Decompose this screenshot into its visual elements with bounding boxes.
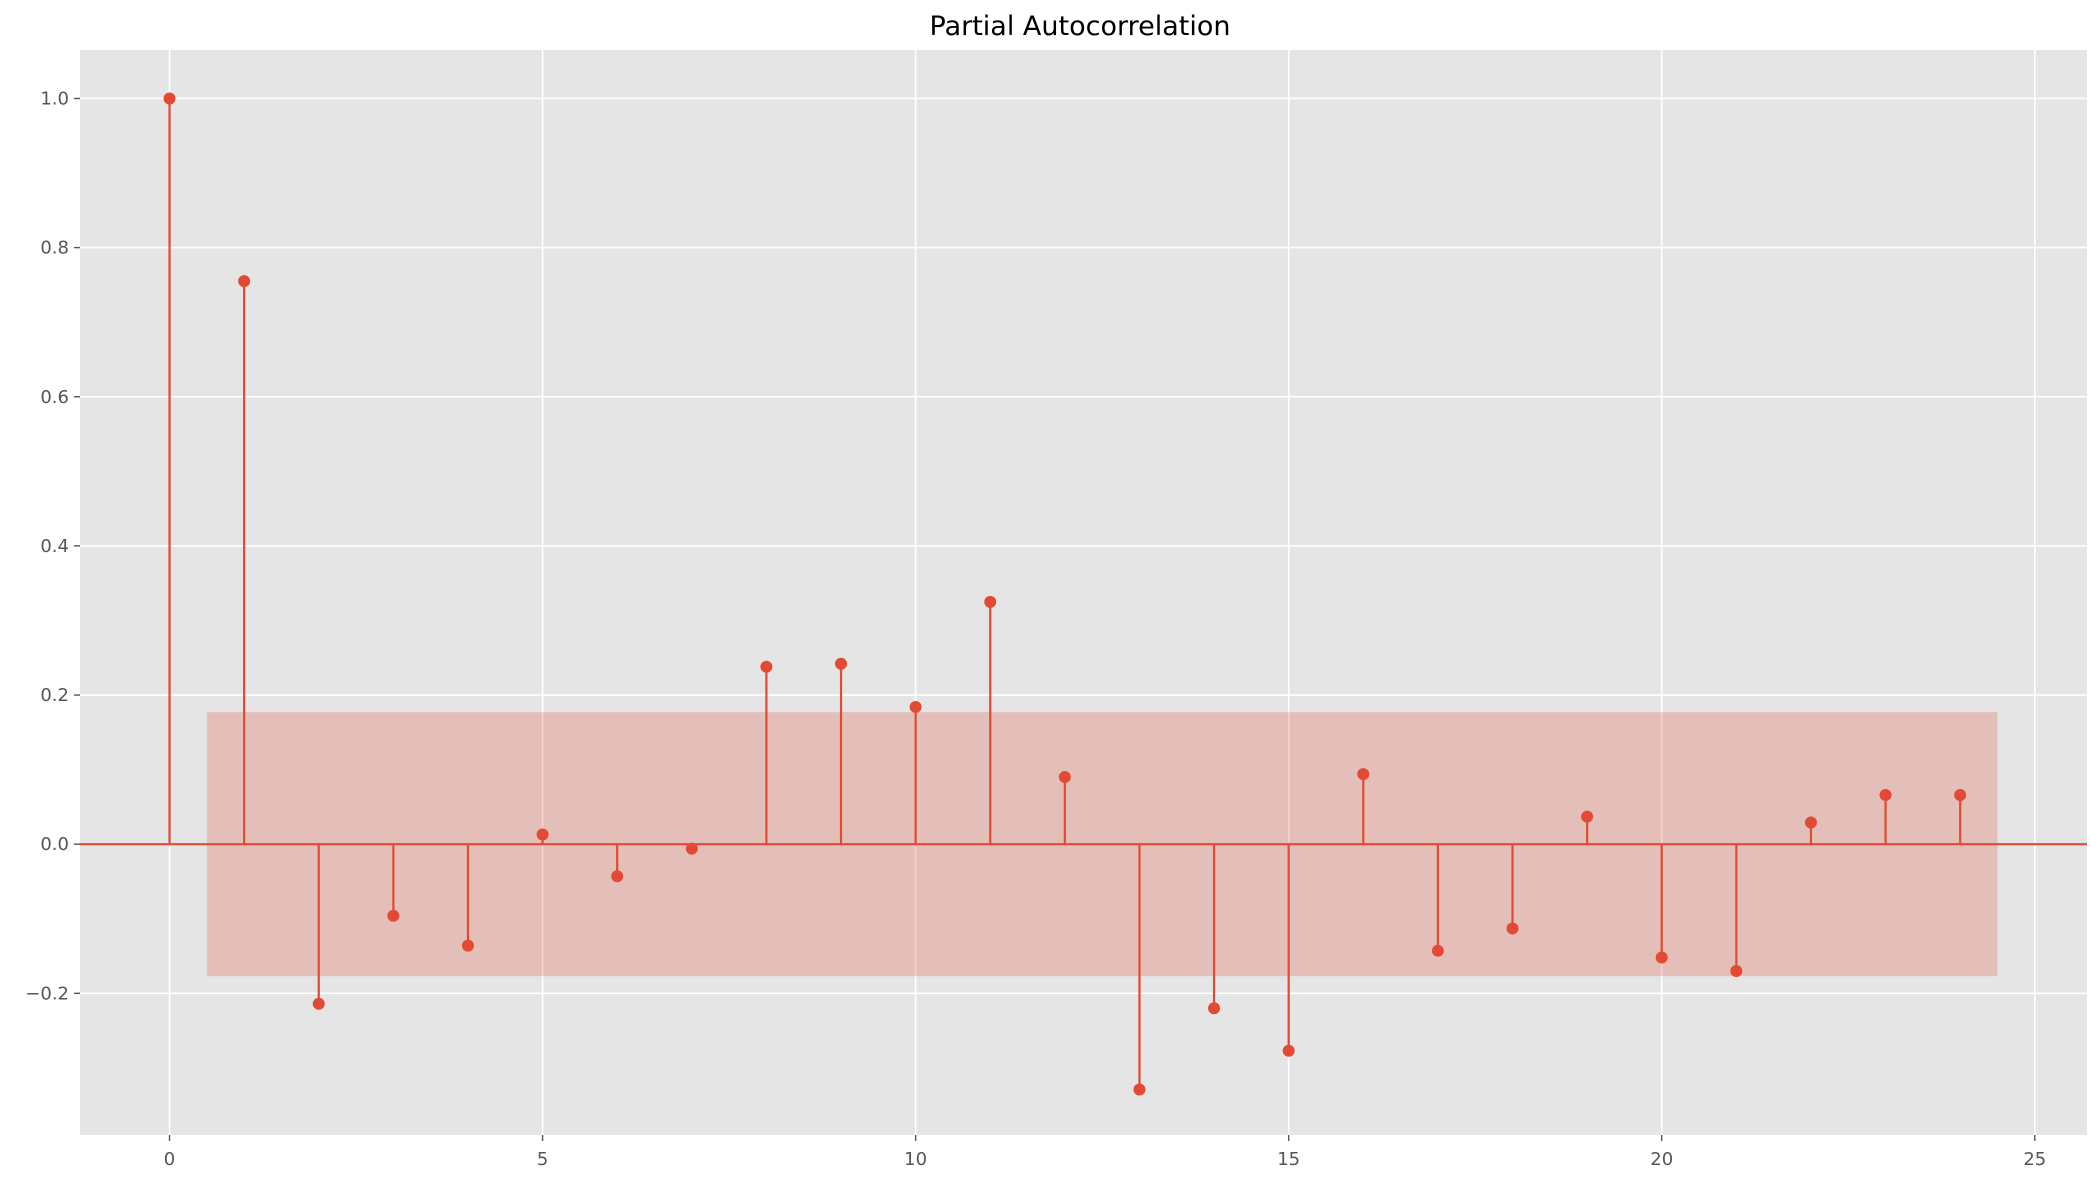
stem-marker (1208, 1002, 1221, 1015)
x-tick-label: 10 (904, 1149, 927, 1170)
y-tick-label: 0.8 (40, 238, 69, 259)
stem-marker (461, 939, 474, 952)
stem-marker (1581, 810, 1594, 823)
stem-marker (1730, 964, 1743, 977)
stem-marker (835, 657, 848, 670)
stem-marker (163, 92, 176, 105)
y-axis-ticks: −0.2 0.0 0.2 0.4 0.6 0.8 1.0 (25, 88, 80, 1004)
stem-marker (1954, 788, 1967, 801)
stem-marker (1804, 816, 1817, 829)
stem-marker (611, 870, 624, 883)
plot-background (80, 50, 2087, 1135)
stem-marker (312, 997, 325, 1010)
stem-marker (1357, 768, 1370, 781)
stem-marker (1431, 944, 1444, 957)
chart-title: Partial Autocorrelation (930, 11, 1231, 42)
stems (168, 98, 1962, 1090)
y-tick-label: −0.2 (25, 983, 69, 1004)
stem-marker (984, 595, 997, 608)
stem-marker (1282, 1044, 1295, 1057)
stem-marker (685, 842, 698, 855)
x-tick-label: 20 (1650, 1149, 1673, 1170)
stem-marker (536, 828, 549, 841)
stem-marker (909, 700, 922, 713)
x-tick-label: 25 (2023, 1149, 2046, 1170)
y-tick-label: 0.4 (40, 536, 69, 557)
y-tick-label: 0.6 (40, 387, 69, 408)
stem-marker (1058, 771, 1071, 784)
x-axis-ticks: 0 5 10 15 20 25 (164, 1135, 2046, 1170)
x-tick-label: 0 (164, 1149, 175, 1170)
x-tick-label: 15 (1277, 1149, 1300, 1170)
y-tick-label: 0.0 (40, 834, 69, 855)
stem-marker (387, 909, 400, 922)
markers (163, 92, 1967, 1096)
stem-marker (1133, 1083, 1146, 1096)
stem-marker (760, 660, 773, 673)
stem-marker (1506, 922, 1519, 935)
y-tick-label: 0.2 (40, 685, 69, 706)
y-tick-label: 1.0 (40, 88, 69, 109)
stem-marker (1879, 788, 1892, 801)
stem-marker (238, 275, 251, 288)
stem-marker (1655, 951, 1668, 964)
x-tick-label: 5 (537, 1149, 548, 1170)
